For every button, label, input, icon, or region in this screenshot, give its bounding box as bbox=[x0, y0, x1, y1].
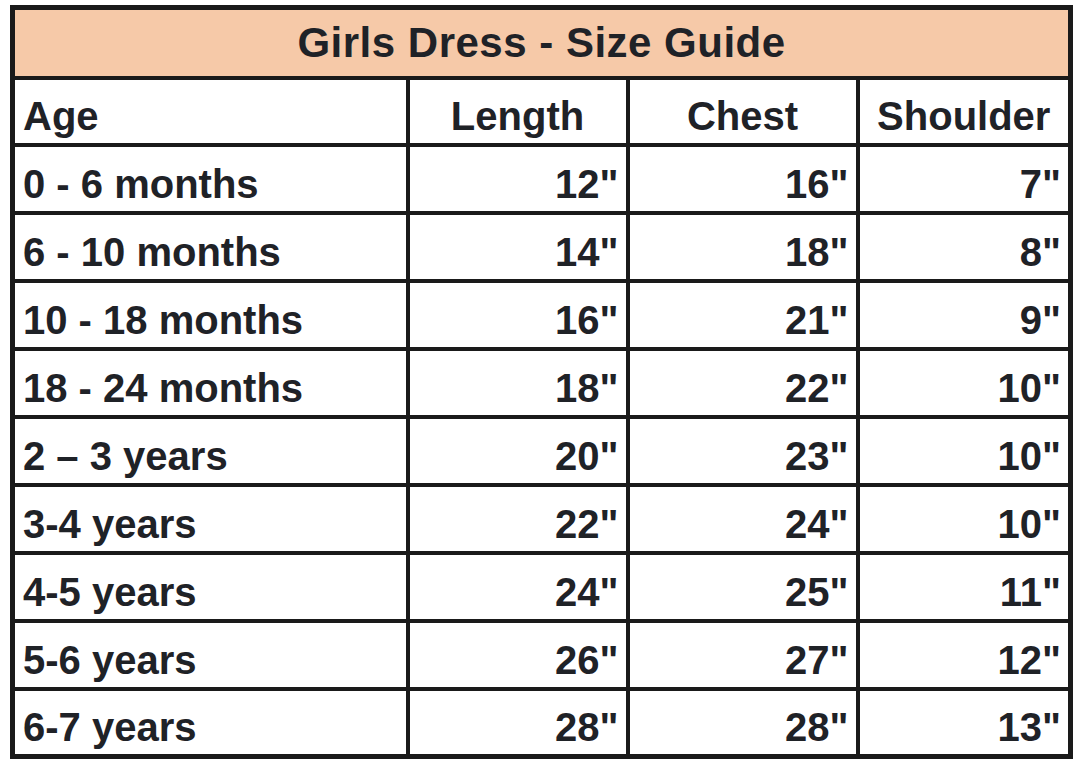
table-title: Girls Dress - Size Guide bbox=[13, 8, 1071, 78]
chest-cell: 16" bbox=[628, 145, 858, 213]
page: Girls Dress - Size Guide Age Length Ches… bbox=[0, 0, 1080, 775]
column-header-shoulder: Shoulder bbox=[858, 78, 1071, 145]
length-cell: 22" bbox=[408, 485, 628, 553]
length-cell: 20" bbox=[408, 417, 628, 485]
age-cell: 18 - 24 months bbox=[13, 349, 408, 417]
age-cell: 5-6 years bbox=[13, 621, 408, 689]
age-cell: 10 - 18 months bbox=[13, 281, 408, 349]
chest-cell: 21" bbox=[628, 281, 858, 349]
length-cell: 24" bbox=[408, 553, 628, 621]
table-row: 3-4 years22"24"10" bbox=[13, 485, 1071, 553]
chest-cell: 25" bbox=[628, 553, 858, 621]
column-header-age: Age bbox=[13, 78, 408, 145]
shoulder-cell: 7" bbox=[858, 145, 1071, 213]
chest-cell: 27" bbox=[628, 621, 858, 689]
table-row: 2 – 3 years20"23"10" bbox=[13, 417, 1071, 485]
header-row: Age Length Chest Shoulder bbox=[13, 78, 1071, 145]
chest-cell: 28" bbox=[628, 689, 858, 757]
shoulder-cell: 10" bbox=[858, 417, 1071, 485]
length-cell: 14" bbox=[408, 213, 628, 281]
age-cell: 0 - 6 months bbox=[13, 145, 408, 213]
table-row: 6-7 years28"28"13" bbox=[13, 689, 1071, 757]
age-cell: 6 - 10 months bbox=[13, 213, 408, 281]
length-cell: 12" bbox=[408, 145, 628, 213]
table-row: 6 - 10 months14"18"8" bbox=[13, 213, 1071, 281]
length-cell: 16" bbox=[408, 281, 628, 349]
length-cell: 28" bbox=[408, 689, 628, 757]
size-table-body: 0 - 6 months12"16"7"6 - 10 months14"18"8… bbox=[13, 145, 1071, 757]
chest-cell: 23" bbox=[628, 417, 858, 485]
age-cell: 3-4 years bbox=[13, 485, 408, 553]
age-cell: 4-5 years bbox=[13, 553, 408, 621]
shoulder-cell: 10" bbox=[858, 485, 1071, 553]
title-row: Girls Dress - Size Guide bbox=[13, 8, 1071, 78]
age-cell: 2 – 3 years bbox=[13, 417, 408, 485]
column-header-length: Length bbox=[408, 78, 628, 145]
shoulder-cell: 10" bbox=[858, 349, 1071, 417]
column-header-chest: Chest bbox=[628, 78, 858, 145]
shoulder-cell: 9" bbox=[858, 281, 1071, 349]
shoulder-cell: 8" bbox=[858, 213, 1071, 281]
table-row: 0 - 6 months12"16"7" bbox=[13, 145, 1071, 213]
table-row: 18 - 24 months18"22"10" bbox=[13, 349, 1071, 417]
length-cell: 18" bbox=[408, 349, 628, 417]
shoulder-cell: 11" bbox=[858, 553, 1071, 621]
table-row: 4-5 years24"25"11" bbox=[13, 553, 1071, 621]
age-cell: 6-7 years bbox=[13, 689, 408, 757]
size-guide-table: Girls Dress - Size Guide Age Length Ches… bbox=[10, 5, 1073, 759]
length-cell: 26" bbox=[408, 621, 628, 689]
chest-cell: 22" bbox=[628, 349, 858, 417]
shoulder-cell: 12" bbox=[858, 621, 1071, 689]
chest-cell: 18" bbox=[628, 213, 858, 281]
shoulder-cell: 13" bbox=[858, 689, 1071, 757]
chest-cell: 24" bbox=[628, 485, 858, 553]
table-row: 5-6 years26"27"12" bbox=[13, 621, 1071, 689]
table-row: 10 - 18 months16"21"9" bbox=[13, 281, 1071, 349]
